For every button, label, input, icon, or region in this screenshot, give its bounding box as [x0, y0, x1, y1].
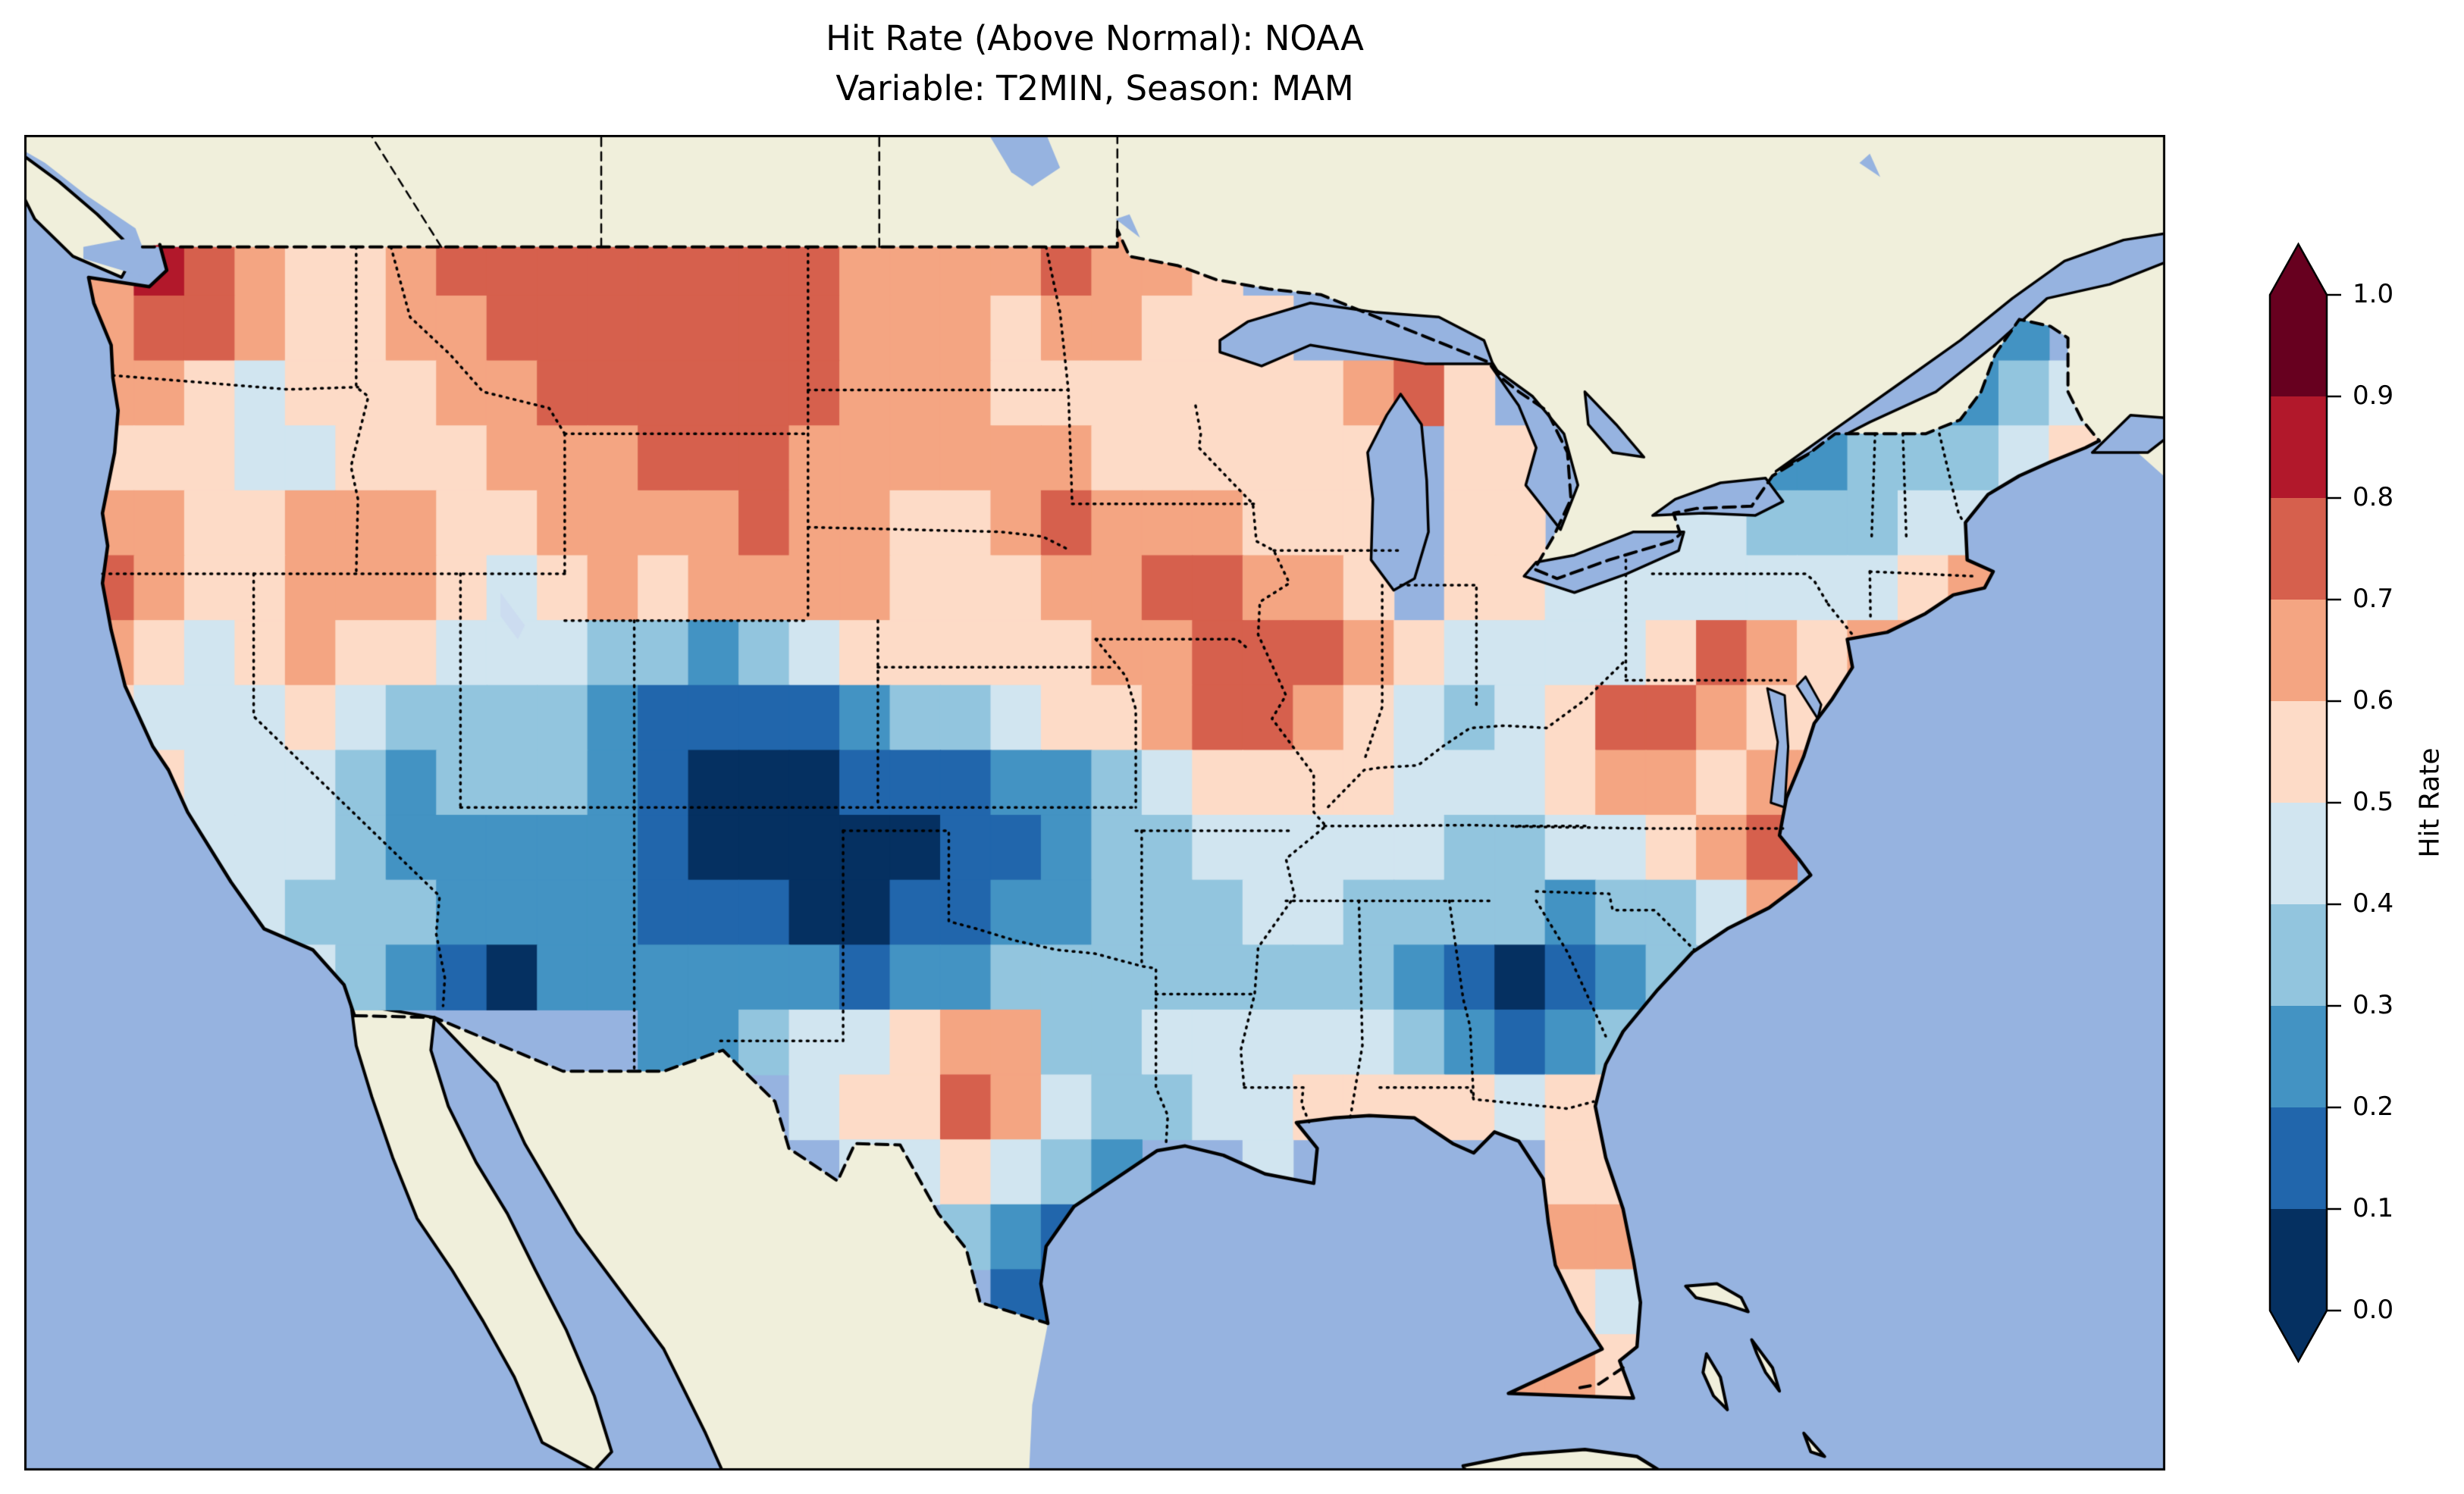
colorbar-bin — [2270, 498, 2327, 600]
colorbar-bin — [2270, 1006, 2327, 1108]
colorbar-tick-label: 0.4 — [2353, 888, 2394, 919]
colorbar-bin — [2270, 396, 2327, 499]
conus-hit-rate-map — [24, 135, 2165, 1471]
colorbar-tick-label: 0.5 — [2353, 787, 2394, 817]
colorbar-extend-under-arrow — [2270, 1311, 2327, 1361]
colorbar-tick-label: 1.0 — [2353, 279, 2394, 309]
colorbar-bin — [2270, 1209, 2327, 1311]
figure-title-line1: Hit Rate (Above Normal): NOAA — [826, 18, 1364, 58]
colorbar-axis-label: Hit Rate — [2414, 747, 2446, 858]
colorbar-bin — [2270, 600, 2327, 702]
colorbar-bin — [2270, 295, 2327, 397]
colorbar-bin — [2270, 701, 2327, 803]
figure-title-line2: Variable: T2MIN, Season: MAM — [835, 68, 1354, 109]
figure-title: Hit Rate (Above Normal): NOAA Variable: … — [24, 14, 2165, 114]
colorbar-tick-label: 0.9 — [2353, 381, 2394, 411]
colorbar — [2268, 242, 2341, 1364]
colorbar-bin — [2270, 803, 2327, 905]
colorbar-tick-label: 0.0 — [2353, 1295, 2394, 1325]
colorbar-tick-label: 0.6 — [2353, 685, 2394, 716]
colorbar-tick-label: 0.2 — [2353, 1092, 2394, 1122]
colorbar-bin — [2270, 1107, 2327, 1210]
colorbar-tick-label: 0.8 — [2353, 482, 2394, 512]
colorbar-extend-over-arrow — [2270, 244, 2327, 295]
colorbar-bin — [2270, 904, 2327, 1007]
colorbar-tick-label: 0.1 — [2353, 1193, 2394, 1223]
colorbar-tick-label: 0.7 — [2353, 584, 2394, 614]
colorbar-tick-label: 0.3 — [2353, 990, 2394, 1020]
